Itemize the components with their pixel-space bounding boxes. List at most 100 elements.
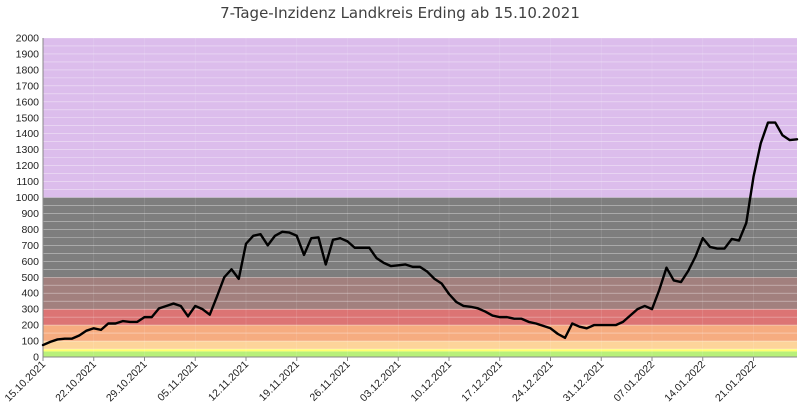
chart-title: 7-Tage-Inzidenz Landkreis Erding ab 15.1… [220, 4, 580, 22]
data-point-26 [230, 268, 233, 271]
axes [42, 38, 797, 358]
data-point-53 [426, 270, 429, 273]
y-tick-1400: 1400 [16, 128, 40, 140]
x-tick-5: 19.11.2021 [257, 359, 302, 404]
data-point-41 [339, 237, 342, 240]
data-point-4 [71, 337, 73, 340]
data-point-29 [252, 234, 255, 237]
data-point-51 [411, 265, 414, 268]
data-point-75 [585, 327, 588, 330]
data-point-63 [498, 316, 501, 319]
data-point-83 [643, 305, 646, 307]
y-tick-1800: 1800 [16, 64, 40, 76]
x-tick-3: 05.11.2021 [155, 359, 200, 404]
x-tick-11: 31.12.2021 [561, 359, 607, 405]
series-layer [41, 121, 799, 347]
data-point-48 [390, 265, 392, 267]
data-point-65 [513, 317, 516, 320]
data-point-97 [745, 222, 748, 224]
data-point-68 [535, 322, 537, 325]
x-tick-7: 03.12.2021 [358, 359, 404, 405]
data-point-7 [92, 327, 95, 330]
data-point-35 [295, 234, 298, 237]
data-point-81 [629, 314, 632, 317]
y-tick-600: 600 [21, 256, 39, 268]
data-point-43 [353, 246, 356, 249]
data-point-6 [85, 329, 88, 332]
data-point-94 [723, 247, 726, 250]
data-point-87 [672, 279, 675, 282]
data-point-1 [49, 340, 52, 343]
y-tick-1000: 1000 [16, 192, 40, 204]
data-point-98 [752, 175, 755, 178]
data-point-52 [419, 265, 421, 268]
x-tick-14: 21.01.2022 [713, 359, 759, 405]
y-tick-1900: 1900 [16, 48, 40, 60]
data-point-61 [484, 310, 487, 313]
data-point-64 [506, 316, 508, 319]
data-point-5 [78, 334, 81, 337]
data-point-67 [527, 321, 530, 323]
y-tick-500: 500 [21, 272, 39, 284]
data-point-77 [600, 324, 603, 326]
y-tick-1200: 1200 [16, 160, 40, 172]
data-point-22 [201, 308, 204, 311]
data-point-62 [491, 314, 494, 317]
data-point-89 [687, 269, 690, 272]
y-tick-400: 400 [21, 288, 39, 300]
band-2 [43, 341, 797, 350]
data-point-9 [107, 322, 110, 325]
data-point-101 [774, 121, 777, 124]
data-point-23 [208, 313, 211, 316]
data-point-82 [636, 308, 639, 311]
y-tick-800: 800 [21, 224, 39, 236]
data-point-12 [129, 321, 131, 323]
data-point-17 [165, 305, 168, 307]
x-tick-0: 15.10.2021 [2, 359, 48, 405]
y-tick-900: 900 [21, 208, 39, 220]
y-tick-700: 700 [21, 240, 39, 252]
data-point-100 [767, 121, 769, 124]
data-point-88 [680, 281, 682, 283]
data-point-69 [542, 325, 545, 327]
data-point-58 [462, 305, 465, 307]
data-point-90 [694, 255, 697, 258]
y-tick-labels: 0 100 200 300 400 500 600 700 800 900 1000 1100 1200… [16, 33, 40, 364]
data-point-60 [477, 307, 479, 310]
data-point-24 [216, 295, 218, 298]
data-point-99 [759, 142, 762, 145]
data-point-14 [143, 316, 146, 319]
data-point-103 [788, 139, 791, 141]
y-tick-200: 200 [21, 320, 39, 332]
data-point-42 [346, 240, 349, 243]
data-point-39 [324, 263, 327, 266]
data-point-76 [593, 324, 595, 326]
data-point-36 [303, 254, 305, 256]
data-point-56 [448, 293, 450, 295]
y-tick-0: 0 [33, 352, 39, 364]
data-point-30 [259, 233, 262, 236]
data-point-27 [237, 277, 240, 280]
data-point-73 [571, 322, 574, 325]
x-tick-labels: 15.10.2021 22.10.2021 29.10.2021 05.11.2021… [2, 357, 759, 405]
data-point-8 [100, 328, 102, 331]
data-point-46 [375, 257, 378, 260]
data-point-32 [274, 234, 276, 237]
data-point-79 [614, 324, 617, 326]
y-tick-300: 300 [21, 304, 39, 316]
data-point-102 [781, 134, 784, 137]
data-point-34 [288, 231, 291, 234]
y-tick-1300: 1300 [16, 144, 40, 156]
data-point-10 [114, 322, 117, 325]
data-point-66 [520, 317, 523, 320]
data-point-38 [317, 236, 320, 239]
data-point-78 [607, 324, 610, 326]
data-point-31 [266, 244, 269, 247]
data-point-55 [440, 282, 443, 285]
data-point-45 [368, 246, 371, 249]
gridlines [42, 37, 797, 358]
data-point-74 [578, 325, 581, 328]
data-point-28 [245, 242, 247, 245]
data-point-47 [382, 261, 385, 264]
